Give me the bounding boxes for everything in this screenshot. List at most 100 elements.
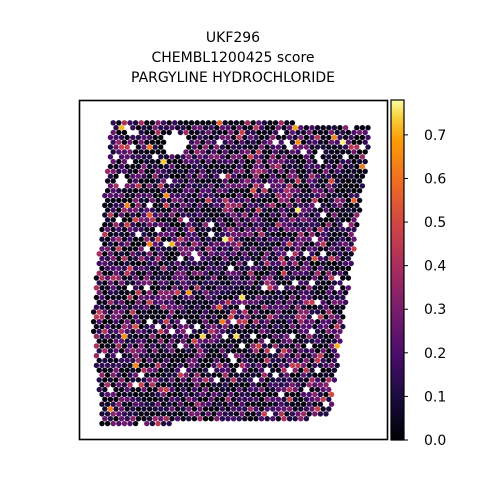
spot bbox=[146, 251, 153, 257]
spot bbox=[225, 173, 231, 179]
spot bbox=[130, 406, 136, 412]
spot bbox=[270, 222, 276, 228]
spot bbox=[183, 149, 189, 155]
spot bbox=[149, 188, 156, 194]
spot bbox=[354, 192, 360, 199]
spot bbox=[146, 348, 153, 354]
spot bbox=[127, 362, 133, 369]
spot bbox=[158, 192, 164, 199]
spot bbox=[96, 357, 102, 364]
spot bbox=[130, 338, 136, 344]
spot bbox=[188, 294, 195, 301]
spot bbox=[197, 299, 203, 305]
spot bbox=[194, 149, 200, 155]
spot bbox=[278, 372, 284, 378]
spot bbox=[155, 197, 161, 204]
spot bbox=[194, 304, 200, 310]
spot bbox=[314, 319, 321, 325]
spot bbox=[309, 367, 315, 373]
spot bbox=[155, 294, 161, 301]
spot bbox=[345, 255, 352, 262]
spot bbox=[169, 357, 175, 364]
spot bbox=[270, 299, 276, 305]
spot bbox=[309, 270, 315, 276]
spot bbox=[298, 222, 304, 228]
spot bbox=[124, 134, 130, 141]
spot bbox=[127, 275, 133, 281]
spot bbox=[239, 255, 245, 262]
spot bbox=[247, 154, 254, 160]
spot bbox=[132, 362, 139, 369]
spot bbox=[160, 236, 167, 242]
spot bbox=[110, 226, 116, 233]
spot bbox=[270, 144, 276, 150]
spot bbox=[225, 163, 231, 170]
spot bbox=[326, 251, 332, 257]
spot bbox=[104, 411, 111, 417]
spot bbox=[250, 294, 256, 301]
spot bbox=[160, 207, 167, 213]
spot bbox=[345, 246, 352, 252]
spot bbox=[96, 377, 102, 383]
spot bbox=[230, 416, 237, 422]
spot bbox=[113, 319, 119, 325]
spot bbox=[183, 343, 189, 349]
spot bbox=[177, 294, 184, 301]
spot bbox=[149, 139, 156, 145]
spot bbox=[93, 294, 100, 301]
spot bbox=[130, 163, 136, 170]
spot bbox=[197, 173, 203, 179]
spot bbox=[121, 188, 128, 194]
spot bbox=[354, 144, 360, 150]
spot bbox=[345, 139, 352, 145]
spot bbox=[197, 202, 203, 208]
spot bbox=[166, 129, 172, 136]
spot bbox=[96, 299, 102, 305]
spot bbox=[295, 343, 301, 349]
spot bbox=[326, 134, 332, 141]
spot bbox=[309, 231, 315, 238]
spot bbox=[242, 270, 248, 276]
colorbar-tick-label: 0.2 bbox=[424, 346, 446, 362]
spot bbox=[275, 328, 282, 335]
spot bbox=[130, 299, 136, 305]
spot bbox=[160, 372, 167, 378]
spot bbox=[261, 236, 268, 242]
spot bbox=[225, 396, 231, 402]
spot bbox=[258, 289, 265, 296]
spot bbox=[158, 386, 164, 393]
spot bbox=[289, 255, 296, 262]
spot bbox=[281, 222, 287, 228]
spot bbox=[312, 362, 318, 369]
spot bbox=[253, 280, 259, 286]
spot bbox=[289, 188, 296, 194]
spot bbox=[225, 212, 231, 218]
spot bbox=[317, 333, 324, 339]
spot bbox=[158, 299, 164, 305]
spot bbox=[295, 188, 301, 194]
spot bbox=[96, 289, 102, 296]
spot bbox=[160, 401, 167, 407]
spot bbox=[141, 202, 147, 208]
spot bbox=[138, 391, 144, 398]
spot bbox=[205, 391, 212, 398]
spot bbox=[298, 319, 304, 325]
spot bbox=[155, 362, 161, 369]
spot bbox=[113, 357, 119, 364]
spot bbox=[345, 236, 352, 242]
spot bbox=[228, 401, 234, 407]
spot bbox=[160, 362, 167, 369]
spot bbox=[323, 333, 329, 339]
spot bbox=[295, 226, 301, 233]
spot bbox=[158, 406, 164, 412]
spot bbox=[118, 319, 125, 325]
spot bbox=[225, 367, 231, 373]
spot bbox=[317, 285, 324, 291]
spot bbox=[104, 304, 111, 310]
spot bbox=[130, 319, 136, 325]
spot bbox=[172, 265, 178, 271]
spot bbox=[107, 280, 114, 286]
spot bbox=[166, 294, 172, 301]
spot bbox=[303, 134, 310, 141]
spot bbox=[219, 328, 226, 335]
